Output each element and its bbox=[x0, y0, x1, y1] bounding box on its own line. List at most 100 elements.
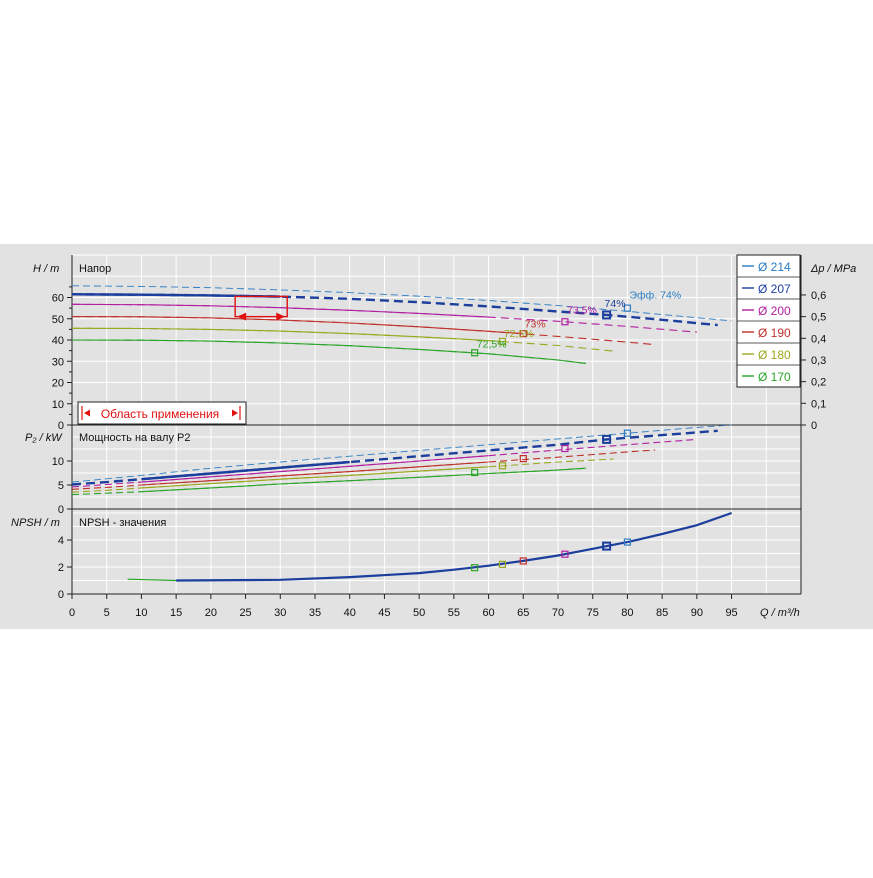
y-tick-label: 50 bbox=[52, 314, 64, 326]
legend-label-d180: Ø 180 bbox=[758, 348, 791, 362]
head-curve-solid-d170 bbox=[71, 339, 586, 364]
x-tick-label: 20 bbox=[205, 607, 217, 619]
power-curve-solid-d200 bbox=[141, 455, 489, 483]
efficiency-label-d200: 73,5% bbox=[567, 304, 597, 316]
operating-point-marker-d207 bbox=[602, 310, 612, 320]
y-tick-label: 10 bbox=[52, 456, 64, 468]
x-tick-label: 75 bbox=[587, 607, 599, 619]
y-tick-label: 5 bbox=[58, 480, 64, 492]
x-tick-label: 85 bbox=[656, 607, 668, 619]
power-curve-d207 bbox=[71, 429, 718, 486]
y-tick-label: 20 bbox=[52, 378, 64, 390]
efficiency-label-d190: 73% bbox=[525, 318, 546, 330]
npsh-curve bbox=[176, 511, 732, 582]
x-tick-label: 25 bbox=[239, 607, 251, 619]
y2-tick-label: 0,6 bbox=[811, 290, 826, 302]
operating-point-marker-d200 bbox=[561, 550, 569, 558]
x-tick-label: 0 bbox=[69, 607, 75, 619]
y-tick-label: 2 bbox=[58, 562, 64, 574]
y-tick-label: 0 bbox=[58, 589, 64, 601]
power-curve-d214 bbox=[71, 424, 732, 483]
y2-tick-label: 0,2 bbox=[811, 377, 826, 389]
y2-tick-label: 0,1 bbox=[811, 398, 826, 410]
operating-point-marker-d170 bbox=[471, 468, 479, 477]
operating-point-marker-d190 bbox=[519, 330, 527, 338]
legend-label-d207: Ø 207 bbox=[758, 282, 791, 296]
power-curve-solid-d180 bbox=[141, 466, 489, 489]
y-tick-label: 0 bbox=[58, 420, 64, 432]
x-tick-label: 40 bbox=[344, 607, 356, 619]
legend-label-d190: Ø 190 bbox=[758, 326, 791, 340]
operating-point-marker-d200 bbox=[561, 444, 569, 453]
panel-title-power: Мощность на валу P2 bbox=[79, 432, 191, 444]
x-tick-label: 15 bbox=[170, 607, 182, 619]
x-tick-label: 30 bbox=[274, 607, 286, 619]
legend-range-arrow-left bbox=[84, 409, 90, 417]
y2-tick-label: 0,3 bbox=[811, 355, 826, 367]
head-curve-d214 bbox=[71, 285, 732, 322]
operating-point-marker-d180 bbox=[498, 337, 507, 346]
head-curve-solid-d200 bbox=[71, 303, 489, 318]
head-curve-solid-d190 bbox=[71, 316, 524, 335]
y-axis-label-npsh: NPSH / m bbox=[11, 517, 60, 529]
x-tick-label: 50 bbox=[413, 607, 425, 619]
y2-tick-label: 0,5 bbox=[811, 312, 826, 324]
x-tick-label: 65 bbox=[517, 607, 529, 619]
legend-label-d200: Ø 200 bbox=[758, 304, 791, 318]
efficiency-label-d207: 74% bbox=[605, 298, 626, 310]
operating-point-marker-d214 bbox=[623, 429, 632, 437]
y-tick-label: 60 bbox=[52, 293, 64, 305]
y2-tick-label: 0,4 bbox=[811, 333, 826, 345]
x-tick-label: 80 bbox=[621, 607, 633, 619]
y-tick-label: 40 bbox=[52, 335, 64, 347]
head-curve-solid-d180 bbox=[71, 327, 503, 343]
legend-range-arrow-right bbox=[232, 409, 238, 417]
operating-point-marker-d207 bbox=[602, 541, 612, 551]
x-tick-label: 70 bbox=[552, 607, 564, 619]
x-axis-label: Q / m³/h bbox=[760, 607, 800, 619]
x-tick-label: 10 bbox=[135, 607, 147, 619]
x-tick-label: 95 bbox=[725, 607, 737, 619]
x-tick-label: 60 bbox=[482, 607, 494, 619]
y2-tick-label: 0 bbox=[811, 420, 817, 432]
operating-point-marker-d190 bbox=[519, 557, 527, 565]
power-curve-solid-d170 bbox=[141, 467, 586, 493]
power-curve-solid-d190 bbox=[141, 461, 489, 486]
operating-point-marker-d180 bbox=[498, 462, 507, 470]
operating-point-marker-d200 bbox=[561, 318, 569, 326]
y-axis-label-power: P₂ / kW bbox=[25, 432, 63, 444]
application-range-legend bbox=[77, 401, 247, 425]
application-range-box bbox=[234, 295, 288, 318]
application-range-label: Область применения bbox=[101, 407, 219, 421]
x-tick-label: 5 bbox=[104, 607, 110, 619]
y-tick-label: 0 bbox=[58, 504, 64, 516]
operating-point-marker-d170 bbox=[471, 564, 479, 572]
head-curves bbox=[71, 285, 732, 364]
legend-label-d214: Ø 214 bbox=[758, 260, 791, 274]
efficiency-label-d170: 72,5% bbox=[477, 338, 507, 350]
efficiency-label-d180: 72,5% bbox=[504, 328, 534, 340]
y2-axis-label: Δp / MPa bbox=[810, 263, 856, 275]
panel-title-npsh: NPSH - значения bbox=[79, 517, 166, 529]
power-curves bbox=[71, 424, 732, 496]
operating-point-marker-d190 bbox=[519, 455, 527, 463]
y-tick-label: 30 bbox=[52, 356, 64, 368]
x-tick-label: 45 bbox=[378, 607, 390, 619]
operating-point-marker-d214 bbox=[623, 304, 632, 312]
range-arrow-right bbox=[276, 312, 286, 321]
efficiency-label-d214: Эфф. 74% bbox=[630, 290, 682, 302]
panel-title-head: Напор bbox=[79, 263, 111, 275]
y-tick-label: 4 bbox=[58, 535, 64, 547]
operating-point-marker-d180 bbox=[498, 560, 507, 568]
range-arrow-left bbox=[237, 312, 247, 321]
y-axis-label-head: H / m bbox=[33, 263, 59, 275]
operating-point-marker-d170 bbox=[471, 349, 479, 357]
operating-point-marker-d214 bbox=[623, 538, 632, 546]
power-curve-solid-d207 bbox=[141, 460, 350, 481]
operating-point-marker-d207 bbox=[602, 434, 612, 444]
x-tick-label: 35 bbox=[309, 607, 321, 619]
x-tick-label: 55 bbox=[448, 607, 460, 619]
y-tick-label: 10 bbox=[52, 399, 64, 411]
